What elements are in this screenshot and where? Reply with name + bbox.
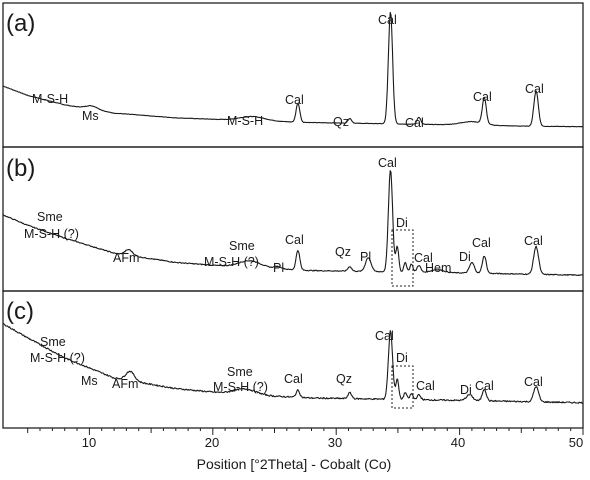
annotation-a-cal-4: Cal bbox=[525, 82, 544, 96]
annotation-c-di-2: Di bbox=[460, 383, 472, 397]
annotation-b-cal-4: Cal bbox=[524, 234, 543, 248]
diffractogram-trace-c bbox=[2, 323, 583, 404]
annotation-c-afm: AFm bbox=[112, 377, 138, 391]
annotation-b-cal-main: Cal bbox=[378, 156, 397, 170]
panel-label-a: (a) bbox=[6, 10, 35, 37]
x-tick-label-50: 50 bbox=[569, 435, 583, 450]
annotation-b-qz: Qz bbox=[335, 245, 351, 259]
x-tick-label-40: 40 bbox=[451, 435, 465, 450]
annotation-c-ms: Ms bbox=[81, 374, 98, 388]
annotation-c-cal-1: Cal bbox=[284, 372, 303, 386]
annotation-a-cal-3: Cal bbox=[473, 90, 492, 104]
annotation-c-qz: Qz bbox=[336, 372, 352, 386]
annotation-b-cal-2: Cal bbox=[414, 251, 433, 265]
x-tick-label-10: 10 bbox=[82, 435, 96, 450]
annotation-c-sme: Sme bbox=[40, 335, 66, 349]
annotation-b-msh: M-S-H (?) bbox=[24, 227, 79, 241]
annotation-c-msh-2: M-S-H (?) bbox=[213, 380, 268, 394]
annotation-c-cal-main: Cal bbox=[375, 329, 394, 343]
annotation-b-msh-2: M-S-H (?) bbox=[204, 255, 259, 269]
x-tick-label-30: 30 bbox=[328, 435, 342, 450]
annotation-a-cal-2: Cal bbox=[405, 116, 424, 130]
annotation-b-hem: Hem bbox=[425, 261, 451, 275]
annotation-b-di-2: Di bbox=[459, 250, 471, 264]
annotation-a-cal-1: Cal bbox=[285, 93, 304, 107]
panel-label-b: (b) bbox=[6, 155, 35, 182]
diffractogram-trace-b bbox=[2, 170, 584, 277]
annotation-a-msh-2: M-S-H bbox=[227, 114, 263, 128]
annotation-c-cal-2: Cal bbox=[416, 379, 435, 393]
annotation-a-cal-main: Cal bbox=[378, 13, 397, 27]
annotation-b-afm: AFm bbox=[113, 251, 139, 265]
annotation-b-cal-3: Cal bbox=[472, 236, 491, 250]
annotation-b-sme-2: Sme bbox=[229, 239, 255, 253]
x-axis-title: Position [°2Theta] - Cobalt (Co) bbox=[197, 456, 392, 472]
panel-label-c: (c) bbox=[6, 298, 34, 325]
annotation-a-qz: Qz bbox=[333, 115, 349, 129]
annotation-c-msh: M-S-H (?) bbox=[30, 351, 85, 365]
di-highlight-box-b bbox=[391, 229, 414, 287]
annotation-a-ms: Ms bbox=[82, 109, 99, 123]
x-axis-ticks bbox=[27, 428, 584, 435]
annotation-b-cal-1: Cal bbox=[285, 233, 304, 247]
diffractogram-trace-a bbox=[2, 11, 583, 128]
panel-frame-c bbox=[2, 290, 584, 429]
annotation-c-di-1: Di bbox=[396, 351, 408, 365]
annotation-b-pl-1: Pl bbox=[273, 261, 284, 275]
annotation-c-cal-4: Cal bbox=[524, 375, 543, 389]
annotation-b-sme: Sme bbox=[37, 210, 63, 224]
di-highlight-box-c bbox=[391, 365, 414, 409]
annotation-c-cal-3: Cal bbox=[475, 379, 494, 393]
annotation-b-di-1: Di bbox=[396, 216, 408, 230]
annotation-a-msh: M-S-H bbox=[32, 92, 68, 106]
annotation-b-pl-2: Pl bbox=[360, 250, 371, 264]
annotation-c-sme-2: Sme bbox=[227, 365, 253, 379]
x-tick-label-20: 20 bbox=[205, 435, 219, 450]
